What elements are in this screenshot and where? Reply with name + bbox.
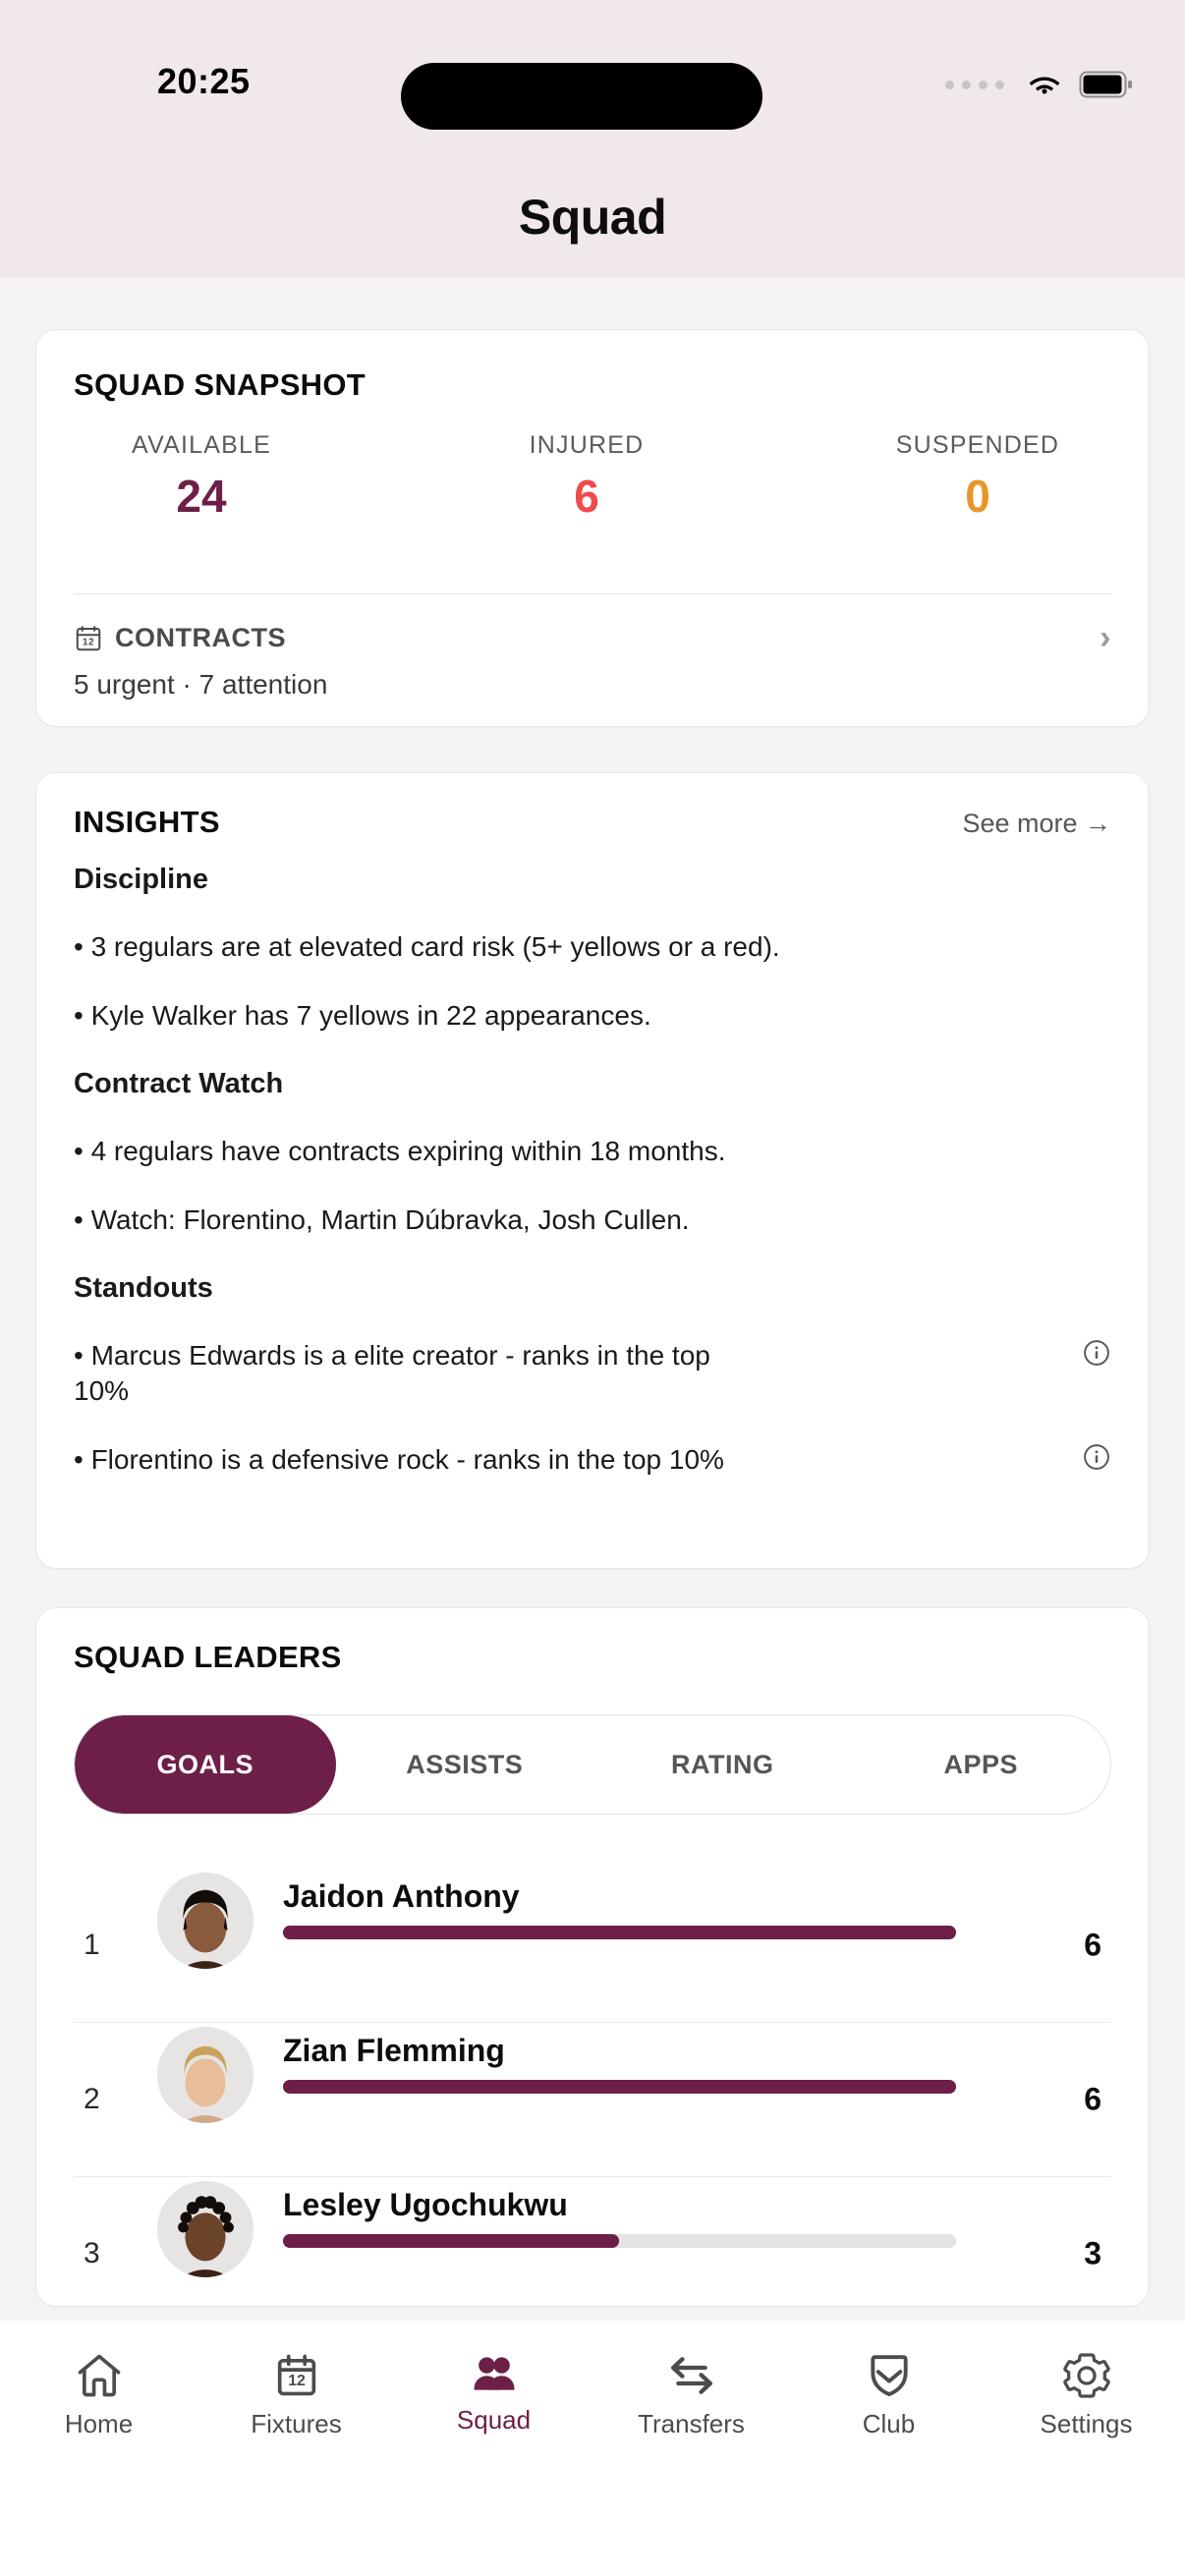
svg-text:12: 12 xyxy=(288,2373,306,2389)
svg-text:12: 12 xyxy=(83,637,94,647)
